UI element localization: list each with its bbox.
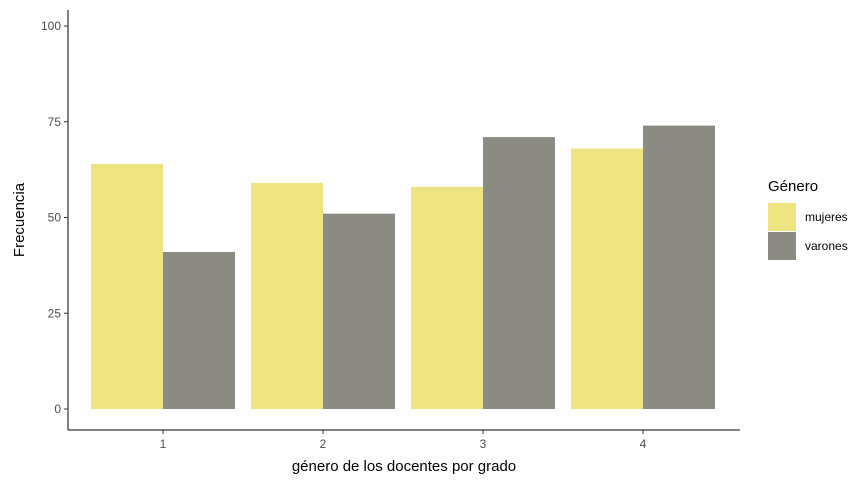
x-axis-title: género de los docentes por grado xyxy=(292,458,516,475)
legend-key-varones xyxy=(768,232,796,260)
x-tick-label: 2 xyxy=(320,437,327,451)
legend-label-varones: varones xyxy=(805,239,848,253)
legend-label-mujeres: mujeres xyxy=(805,210,848,224)
bar-varones-4 xyxy=(643,125,715,409)
x-tick-label: 3 xyxy=(480,437,487,451)
legend-title: Género xyxy=(768,178,818,195)
bar-mujeres-1 xyxy=(91,163,163,409)
x-tick-label: 4 xyxy=(640,437,647,451)
x-tick-label: 1 xyxy=(160,437,167,451)
y-axis-ticks: 0 25 50 75 100 xyxy=(41,19,68,416)
legend-items: mujeres varones xyxy=(768,203,848,260)
legend-key-mujeres xyxy=(768,203,796,231)
y-tick-label: 25 xyxy=(48,306,62,320)
bar-varones-1 xyxy=(163,251,235,409)
y-tick-label: 50 xyxy=(48,211,62,225)
y-tick-label: 100 xyxy=(41,19,61,33)
y-axis-title: Frecuencia xyxy=(11,182,28,257)
y-tick-label: 0 xyxy=(54,402,61,416)
bar-mujeres-3 xyxy=(411,186,483,409)
bar-mujeres-4 xyxy=(571,148,643,409)
y-tick-label: 75 xyxy=(48,115,62,129)
bar-mujeres-2 xyxy=(251,183,323,409)
plot-area xyxy=(91,125,715,409)
axes xyxy=(67,10,740,431)
bar-varones-2 xyxy=(323,213,395,409)
legend: Género mujeres varones xyxy=(768,178,848,260)
bar-varones-3 xyxy=(483,137,555,409)
x-axis-ticks: 1 2 3 4 xyxy=(160,430,647,451)
